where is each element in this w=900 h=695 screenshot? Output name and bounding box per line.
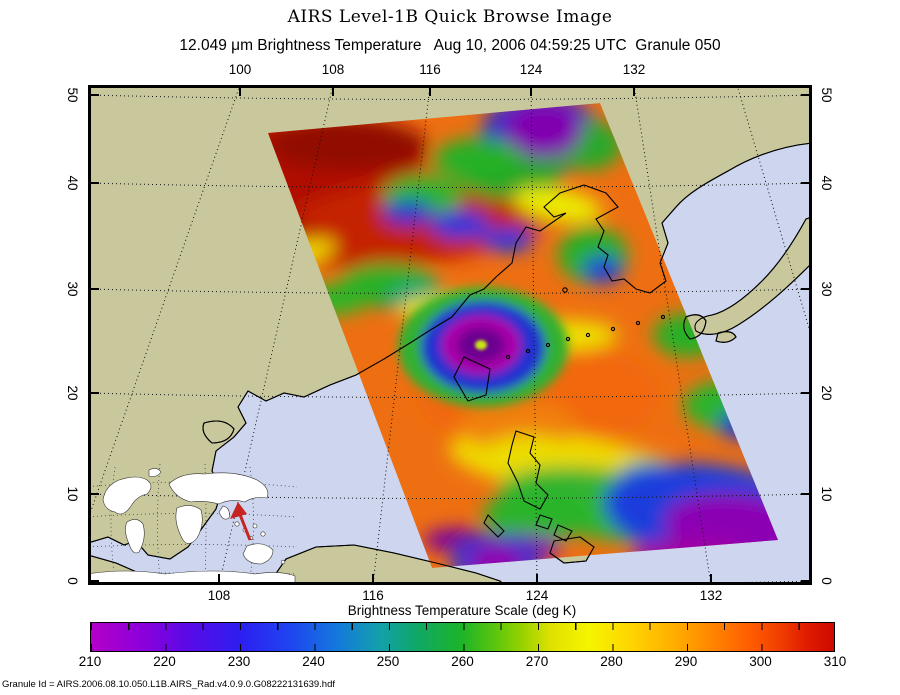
lon-tick-label-bottom: 124	[525, 588, 549, 603]
lat-tick-label-right: 40	[819, 175, 834, 191]
lat-tick-label-left: 50	[65, 87, 80, 103]
lon-tick-label-bottom: 108	[207, 588, 231, 603]
lat-tick-label-left: 20	[65, 385, 80, 401]
plot-border	[88, 85, 812, 585]
colorbar-tick-label: 220	[153, 654, 176, 669]
lon-tick-label-top: 100	[228, 62, 252, 77]
colorbar-gradient	[90, 622, 835, 652]
lat-tick-label-left: 40	[65, 175, 80, 191]
map-canvas	[88, 85, 812, 585]
colorbar-tick-label: 300	[749, 654, 772, 669]
lon-tick-label-bottom: 116	[362, 588, 384, 603]
colorbar-major-ticks	[91, 644, 834, 651]
colorbar-tick-label: 310	[823, 654, 847, 669]
typhoon	[398, 287, 568, 407]
lat-tick-label-right: 50	[819, 87, 834, 103]
lat-tick-label-left: 10	[65, 486, 80, 502]
inset-world-map	[88, 463, 298, 585]
colorbar-tick-label: 290	[674, 654, 698, 669]
inset-continents	[88, 468, 296, 585]
lat-tick-label-left: 30	[65, 281, 80, 297]
colorbar-tick-label: 280	[600, 654, 623, 669]
colorbar-tick-label: 250	[376, 654, 400, 669]
typhoon-eye	[475, 340, 487, 350]
colorbar-tick-label: 270	[525, 654, 549, 669]
colorbar-tick-label: 210	[78, 654, 102, 669]
lat-tick-label-right: 20	[819, 385, 834, 401]
colorbar-minor-ticks	[91, 623, 834, 630]
colorbar-tick-label: 230	[227, 654, 251, 669]
figure-title: AIRS Level-1B Quick Browse Image	[287, 7, 613, 27]
lat-tick-label-left: 0	[65, 577, 80, 585]
lon-tick-label-top: 124	[519, 62, 543, 77]
figure-subtitle: 12.049 μm Brightness Temperature Aug 10,…	[179, 37, 721, 54]
lon-tick-label-top: 132	[622, 62, 646, 77]
granule-id-text: Granule Id = AIRS.2006.08.10.050.L1B.AIR…	[2, 679, 336, 690]
lat-tick-label-right: 10	[819, 486, 834, 502]
swath-data	[268, 103, 778, 568]
colorbar-title: Brightness Temperature Scale (deg K)	[347, 603, 577, 618]
map-plot	[88, 85, 812, 585]
lon-tick-label-bottom: 132	[699, 588, 723, 603]
lat-tick-label-right: 0	[819, 577, 834, 585]
axis-ticks	[91, 88, 809, 582]
colorbar-tick-label: 240	[302, 654, 325, 669]
lat-tick-label-right: 30	[819, 281, 834, 297]
location-arrow-icon	[230, 502, 252, 541]
lon-tick-label-top: 108	[321, 62, 345, 77]
lon-tick-label-top: 116	[419, 62, 441, 77]
colorbar-tick-label: 260	[451, 654, 474, 669]
